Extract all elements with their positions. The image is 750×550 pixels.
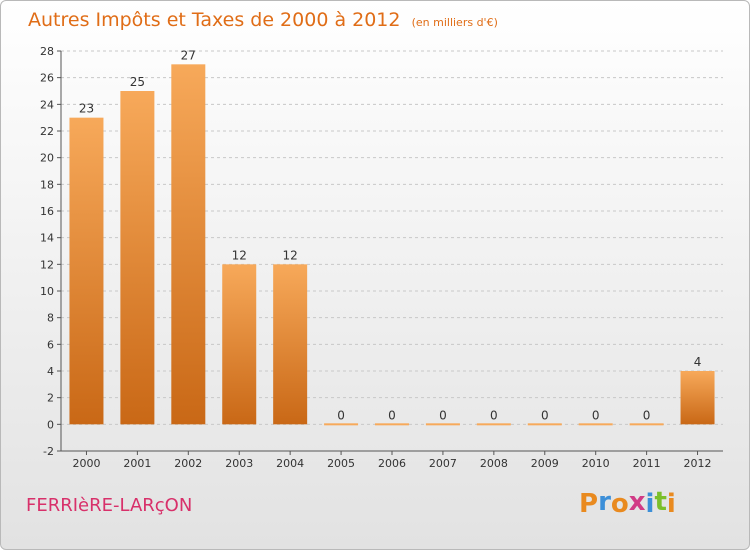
x-tick-label: 2010 bbox=[582, 457, 610, 470]
x-tick-label: 2000 bbox=[72, 457, 100, 470]
logo-letter: i bbox=[645, 489, 655, 519]
bar bbox=[273, 264, 308, 425]
data-label: 23 bbox=[79, 102, 94, 116]
bar bbox=[680, 371, 715, 425]
y-tick-label: 24 bbox=[40, 98, 54, 111]
x-tick-label: 2004 bbox=[276, 457, 304, 470]
data-label: 0 bbox=[643, 408, 651, 422]
chart-title: Autres Impôts et Taxes de 2000 à 2012 bbox=[28, 9, 401, 31]
bar bbox=[578, 423, 613, 426]
bar bbox=[69, 117, 104, 425]
bar bbox=[476, 423, 511, 426]
x-tick-label: 2008 bbox=[480, 457, 508, 470]
logo-letter: o bbox=[610, 489, 629, 519]
x-tick-label: 2005 bbox=[327, 457, 355, 470]
y-tick-label: 20 bbox=[40, 152, 54, 165]
commune-name: FERRIèRE-LARçON bbox=[26, 495, 193, 516]
data-label: 4 bbox=[694, 355, 702, 369]
y-tick-label: 4 bbox=[47, 365, 54, 378]
y-tick-label: 16 bbox=[40, 205, 54, 218]
data-label: 12 bbox=[283, 248, 298, 262]
x-tick-label: 2007 bbox=[429, 457, 457, 470]
bar bbox=[629, 423, 664, 426]
y-tick-label: 8 bbox=[47, 312, 54, 325]
data-label: 0 bbox=[337, 408, 345, 422]
data-label: 0 bbox=[439, 408, 447, 422]
y-tick-label: 12 bbox=[40, 258, 54, 271]
data-label: 0 bbox=[388, 408, 396, 422]
proxiti-logo[interactable]: Proxiti bbox=[579, 487, 676, 519]
y-tick-label: 6 bbox=[47, 338, 54, 351]
y-tick-label: 0 bbox=[47, 418, 54, 431]
data-label: 27 bbox=[181, 48, 196, 62]
logo-letter: t bbox=[654, 487, 667, 517]
y-tick-label: 22 bbox=[40, 125, 54, 138]
y-tick-label: 2 bbox=[47, 392, 54, 405]
y-tick-label: 18 bbox=[40, 178, 54, 191]
bar bbox=[527, 423, 562, 426]
y-tick-label: 14 bbox=[40, 232, 54, 245]
x-tick-label: 2002 bbox=[174, 457, 202, 470]
x-tick-label: 2012 bbox=[684, 457, 712, 470]
chart-unit: (en milliers d'€) bbox=[411, 16, 498, 29]
y-tick-label: 10 bbox=[40, 285, 54, 298]
logo-letter: r bbox=[598, 487, 611, 517]
logo-letter: i bbox=[666, 489, 676, 519]
bar bbox=[324, 423, 359, 426]
bar bbox=[425, 423, 460, 426]
x-tick-label: 2009 bbox=[531, 457, 559, 470]
data-label: 0 bbox=[490, 408, 498, 422]
x-tick-label: 2003 bbox=[225, 457, 253, 470]
data-label: 0 bbox=[541, 408, 549, 422]
logo-letter: x bbox=[628, 487, 646, 517]
data-label: 12 bbox=[232, 248, 247, 262]
bar bbox=[222, 264, 257, 425]
data-label: 25 bbox=[130, 75, 145, 89]
bar bbox=[171, 64, 206, 425]
x-tick-label: 2001 bbox=[123, 457, 151, 470]
y-tick-label: 28 bbox=[40, 45, 54, 58]
x-tick-label: 2006 bbox=[378, 457, 406, 470]
y-tick-label: -2 bbox=[43, 445, 54, 458]
logo-letter: P bbox=[579, 489, 599, 519]
bar bbox=[120, 91, 155, 425]
chart-title-block: Autres Impôts et Taxes de 2000 à 2012 (e… bbox=[28, 9, 498, 31]
y-tick-label: 26 bbox=[40, 72, 54, 85]
data-label: 0 bbox=[592, 408, 600, 422]
bar bbox=[375, 423, 409, 426]
x-tick-label: 2011 bbox=[633, 457, 661, 470]
